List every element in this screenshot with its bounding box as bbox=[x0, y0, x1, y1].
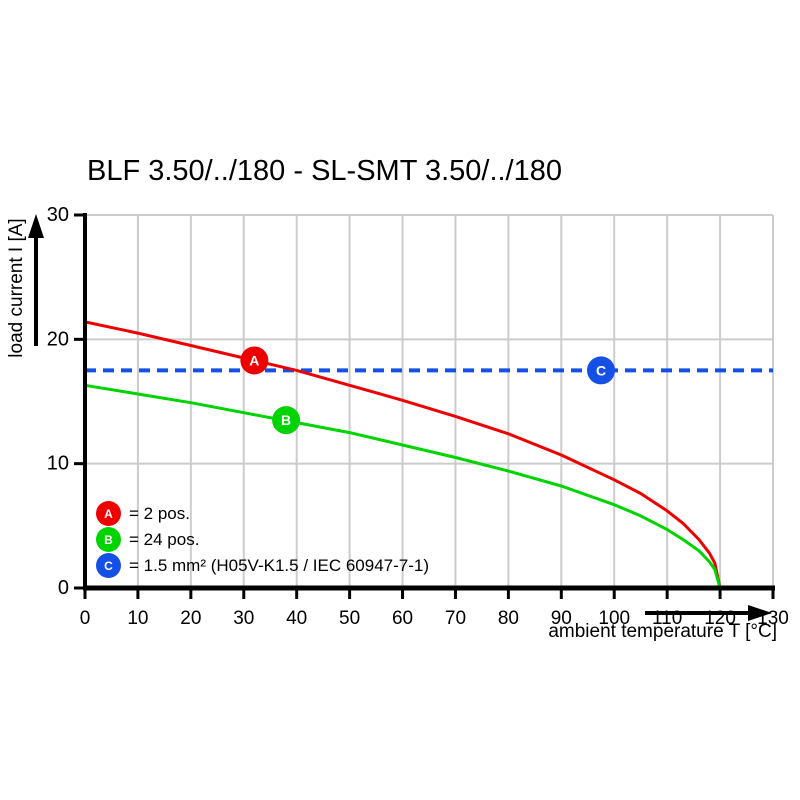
x-tick-label: 50 bbox=[339, 608, 360, 629]
legend-item-a: A = 2 pos. bbox=[96, 501, 429, 526]
legend: A = 2 pos. B = 24 pos. C = 1.5 mm² (H05V-K1.5… bbox=[96, 501, 429, 579]
x-axis-label: ambient temperature T [°C] bbox=[548, 621, 777, 642]
marker-b bbox=[272, 406, 301, 435]
x-tick-label: 100 bbox=[598, 608, 630, 629]
x-tick-label: 80 bbox=[498, 608, 519, 629]
y-axis-arrow-head-icon bbox=[28, 214, 44, 238]
chart-title: BLF 3.50/../180 - SL-SMT 3.50/../180 bbox=[87, 155, 563, 187]
x-tick-label: 40 bbox=[286, 608, 307, 629]
marker-letter-c: C bbox=[596, 362, 606, 378]
legend-text-c: = 1.5 mm² (H05V-K1.5 / IEC 60947-7-1) bbox=[129, 555, 429, 575]
marker-letter-a: A bbox=[249, 352, 259, 368]
marker-c bbox=[587, 356, 615, 385]
x-tick-label: 70 bbox=[445, 608, 466, 629]
legend-text-a: = 2 pos. bbox=[129, 503, 190, 523]
legend-item-b: B = 24 pos. bbox=[96, 527, 429, 552]
marker-letter-b: B bbox=[281, 412, 291, 428]
x-tick-label: 30 bbox=[233, 608, 254, 629]
x-tick-label: 60 bbox=[392, 608, 413, 629]
x-tick-label: 20 bbox=[180, 608, 201, 629]
curve-series-a bbox=[84, 320, 722, 589]
curve-series-b bbox=[84, 383, 722, 589]
x-tick-label: 0 bbox=[80, 608, 91, 629]
legend-dot-a-icon: A bbox=[96, 501, 121, 526]
y-tick-label: 0 bbox=[58, 577, 69, 599]
marker-a bbox=[240, 346, 269, 375]
legend-dot-b-icon: B bbox=[96, 527, 121, 552]
y-tick-label: 30 bbox=[47, 204, 69, 226]
y-axis-label: load current I [A] bbox=[6, 218, 27, 358]
legend-text-b: = 24 pos. bbox=[129, 529, 200, 549]
legend-item-c: C = 1.5 mm² (H05V-K1.5 / IEC 60947-7-1) bbox=[96, 553, 429, 578]
x-tick-label: 90 bbox=[551, 608, 572, 629]
x-axis-arrow-head-icon bbox=[748, 605, 772, 621]
y-tick-label: 20 bbox=[47, 328, 69, 350]
x-tick-label: 10 bbox=[127, 608, 148, 629]
legend-dot-c-icon: C bbox=[96, 553, 121, 578]
y-tick-label: 10 bbox=[47, 453, 69, 475]
